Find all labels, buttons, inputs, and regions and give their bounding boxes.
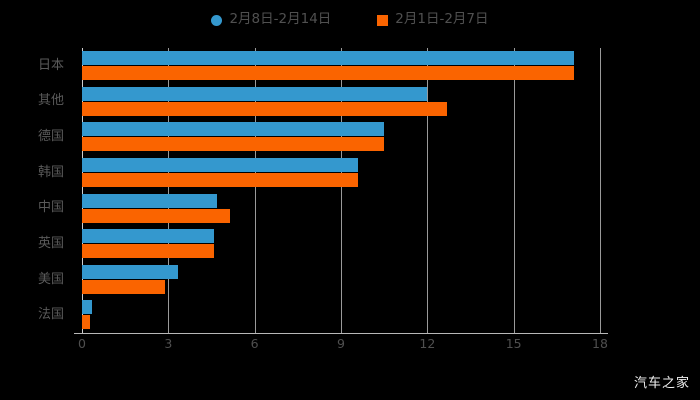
gridline-x-6 bbox=[254, 48, 256, 333]
bar-group bbox=[82, 264, 600, 296]
y-axis-label: 日本 bbox=[37, 57, 64, 73]
bar[interactable] bbox=[82, 137, 385, 152]
bar[interactable] bbox=[82, 208, 231, 223]
bar[interactable] bbox=[82, 264, 179, 279]
y-axis-label: 法国 bbox=[37, 307, 64, 323]
bar[interactable] bbox=[82, 300, 93, 315]
bar[interactable] bbox=[82, 315, 91, 330]
bar[interactable] bbox=[82, 101, 448, 116]
y-axis-label: 美国 bbox=[37, 271, 64, 287]
bar[interactable] bbox=[82, 279, 166, 294]
x-axis-tick-label: 15 bbox=[505, 336, 522, 351]
bar-group bbox=[82, 228, 600, 260]
x-axis-tick-label: 9 bbox=[337, 336, 345, 351]
bar[interactable] bbox=[82, 229, 215, 244]
gridline-x-9 bbox=[341, 48, 342, 333]
legend-circle-marker-icon bbox=[211, 14, 223, 26]
legend-square-marker-icon bbox=[377, 14, 389, 26]
y-axis-label: 英国 bbox=[37, 235, 64, 251]
y-axis-category-labels: 日本其他德国韩国中国英国美国法国 bbox=[0, 48, 74, 333]
legend-label-series-1: 2月1日-2月7日 bbox=[395, 11, 489, 28]
watermark: 汽车之家 bbox=[633, 376, 690, 391]
x-axis-tick-label: 3 bbox=[164, 336, 173, 351]
plot-area bbox=[82, 48, 601, 333]
x-axis-tick-label: 0 bbox=[78, 336, 86, 351]
legend-label-series-0: 2月8日-2月14日 bbox=[229, 11, 332, 28]
bar-group bbox=[82, 86, 600, 118]
bar-group bbox=[82, 193, 600, 225]
bar[interactable] bbox=[82, 172, 359, 187]
y-axis-label: 韩国 bbox=[37, 164, 64, 180]
gridline-x-12 bbox=[427, 48, 429, 333]
bar[interactable] bbox=[82, 122, 385, 137]
gridline-x-0 bbox=[82, 48, 83, 333]
bar[interactable] bbox=[82, 193, 218, 208]
gridline-x-15 bbox=[513, 48, 515, 333]
gridline-x-18 bbox=[600, 48, 601, 333]
bar[interactable] bbox=[82, 86, 428, 101]
chart-legend: 2月8日-2月14日 2月1日-2月7日 bbox=[0, 8, 700, 32]
gridline-x-3 bbox=[168, 48, 170, 333]
bar-group bbox=[82, 157, 600, 189]
bar[interactable] bbox=[82, 157, 359, 172]
y-axis-label: 其他 bbox=[37, 93, 64, 109]
x-axis-line bbox=[74, 333, 608, 334]
bar-group bbox=[82, 299, 600, 331]
x-axis-tick-labels: 0 3 6 9 12 15 18 bbox=[78, 334, 608, 358]
bar-group bbox=[82, 50, 600, 82]
bar-group bbox=[82, 121, 600, 153]
y-axis-label: 中国 bbox=[37, 200, 64, 216]
bar[interactable] bbox=[82, 66, 575, 80]
x-axis-tick-label: 18 bbox=[592, 336, 608, 351]
bar[interactable] bbox=[82, 244, 215, 259]
x-axis-tick-label: 6 bbox=[250, 336, 259, 351]
legend-item-series-1[interactable]: 2月1日-2月7日 bbox=[377, 11, 489, 28]
x-axis-tick-label: 12 bbox=[419, 336, 436, 351]
legend-item-series-0[interactable]: 2月8日-2月14日 bbox=[211, 13, 331, 27]
y-axis-label: 德国 bbox=[37, 129, 64, 145]
bar[interactable] bbox=[82, 51, 575, 65]
